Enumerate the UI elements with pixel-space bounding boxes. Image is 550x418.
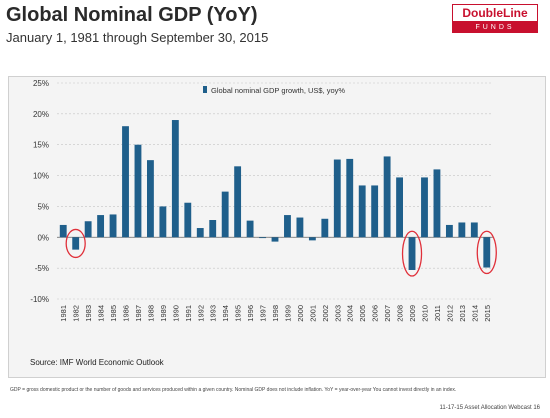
y-tick-label: -5% [35, 264, 49, 273]
x-tick-label: 2005 [358, 305, 367, 322]
x-tick-label: 1985 [109, 305, 118, 322]
x-tick-label: 1983 [84, 305, 93, 322]
source-note: Source: IMF World Economic Outlook [30, 358, 164, 367]
bar-1998 [271, 237, 279, 242]
x-tick-label: 1986 [122, 305, 131, 322]
bar-1996 [246, 220, 254, 238]
bar-1981 [59, 224, 67, 238]
x-tick-label: 1990 [171, 305, 180, 322]
y-tick-label: 5% [37, 202, 49, 211]
bar-2001 [308, 237, 316, 241]
bar-1984 [97, 215, 105, 238]
x-tick-label: 2015 [483, 305, 492, 322]
bar-1993 [209, 220, 217, 238]
bar-2000 [296, 217, 304, 238]
bar-2008 [396, 177, 403, 238]
bar-1994 [221, 191, 229, 238]
bar-1999 [284, 215, 291, 238]
x-tick-label: 1995 [234, 305, 243, 322]
legend-swatch [203, 86, 207, 93]
x-tick-label: 1984 [97, 305, 106, 322]
bar-1986 [122, 126, 129, 238]
x-tick-label: 1997 [259, 305, 268, 322]
chart-title: Global Nominal GDP (YoY) [6, 4, 258, 26]
chart-subtitle: January 1, 1981 through September 30, 20… [6, 30, 269, 45]
bar-2007 [383, 156, 391, 238]
bar-1985 [109, 214, 117, 238]
bar-2006 [371, 185, 379, 238]
x-tick-label: 1992 [196, 305, 205, 322]
footnote: GDP = gross domestic product or the numb… [10, 387, 457, 393]
x-tick-label: 1996 [246, 305, 255, 322]
x-tick-label: 2000 [296, 305, 305, 322]
y-tick-label: -10% [30, 295, 49, 304]
x-tick-label: 2011 [433, 305, 442, 321]
legend-label: Global nominal GDP growth, US$, yoy% [211, 86, 345, 95]
x-tick-label: 1987 [134, 305, 143, 322]
bar-1989 [159, 206, 167, 238]
x-tick-label: 2001 [308, 305, 317, 322]
logo-subtext: FUNDS [452, 22, 538, 33]
x-tick-label: 2003 [333, 305, 342, 322]
x-tick-label: 2014 [470, 305, 479, 322]
x-tick-label: 2002 [321, 305, 330, 322]
bar-2005 [358, 185, 366, 238]
x-tick-label: 2007 [383, 305, 392, 322]
bar-2012 [445, 224, 453, 238]
x-tick-label: 1982 [72, 305, 81, 322]
highlight-circle-1982 [65, 228, 86, 259]
bar-2009 [408, 237, 416, 270]
x-tick-label: 1994 [221, 305, 230, 322]
y-tick-label: 0% [37, 233, 49, 242]
bar-2003 [333, 159, 341, 238]
bar-1987 [134, 144, 142, 238]
x-tick-label: 1989 [159, 305, 168, 322]
y-tick-label: 15% [33, 141, 49, 150]
x-tick-label: 1998 [271, 305, 280, 322]
x-tick-label: 1981 [59, 305, 68, 322]
bar-2004 [346, 158, 354, 238]
bar-1990 [171, 120, 179, 238]
bar-1997 [259, 237, 266, 239]
x-tick-label: 2009 [408, 305, 417, 322]
bar-2011 [433, 169, 441, 238]
logo-wordmark: DoubleLine [452, 4, 538, 22]
x-tick-label: 2004 [346, 305, 355, 322]
bar-1983 [84, 221, 92, 238]
x-tick-label: 2013 [458, 305, 467, 322]
x-tick-label: 1999 [283, 305, 292, 322]
bar-2015 [483, 237, 491, 268]
bar-2010 [421, 177, 428, 238]
bar-1995 [234, 166, 242, 238]
highlight-circle-2015 [476, 230, 497, 275]
highlight-circle-2009 [401, 230, 423, 277]
y-tick-label: 10% [33, 172, 49, 181]
footer-label: 11-17-15 Asset Allocation Webcast 16 [439, 405, 540, 411]
x-tick-label: 2006 [371, 305, 380, 322]
bar-2002 [321, 218, 329, 238]
y-tick-label: 20% [33, 110, 49, 119]
bar-chart: 25%20%15%10%5%0%-5%-10%1981 1982 1983 1984 1… [30, 79, 497, 322]
bar-1982 [72, 237, 80, 250]
bar-2014 [470, 222, 478, 238]
doubleline-logo: DoubleLine FUNDS [452, 4, 538, 34]
chart-panel: 25% 20% 15% 10% 5% 0% -5% -10% 1981 1982 1983 1984 1… [8, 76, 546, 378]
bar-1991 [184, 202, 192, 238]
bar-2013 [458, 222, 466, 238]
x-tick-label: 2008 [396, 305, 405, 322]
x-tick-label: 2012 [445, 305, 454, 322]
bar-1992 [196, 228, 204, 238]
x-tick-label: 2010 [420, 305, 429, 322]
x-tick-label: 1991 [184, 305, 193, 322]
x-tick-label: 1988 [146, 305, 155, 322]
bar-1988 [147, 160, 154, 238]
y-tick-label: 25% [33, 79, 49, 88]
x-tick-label: 1993 [209, 305, 218, 322]
